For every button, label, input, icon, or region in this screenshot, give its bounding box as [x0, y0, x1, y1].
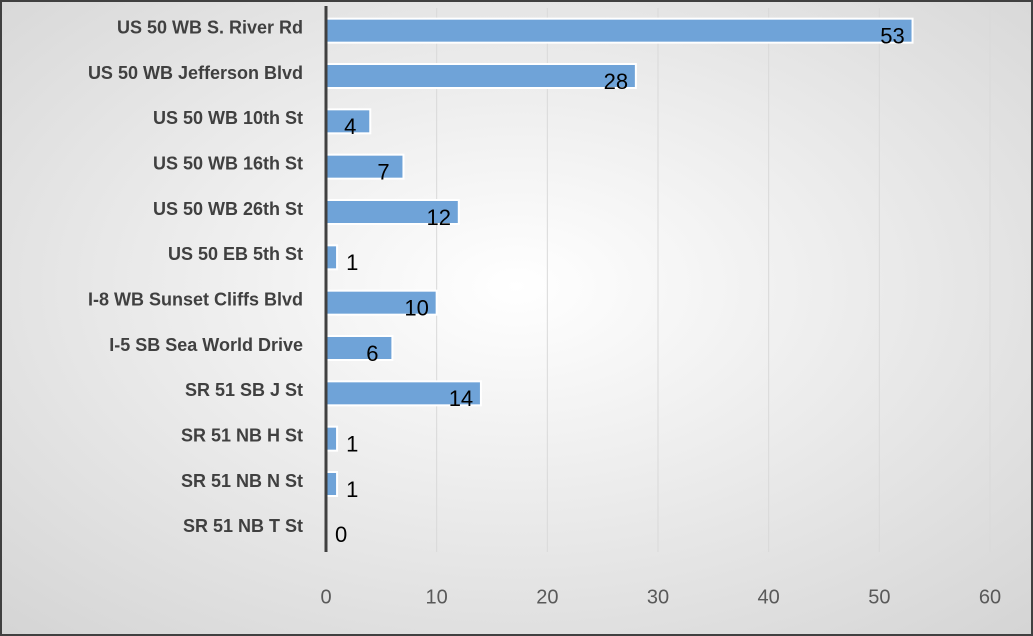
x-tick-label: 10 [426, 586, 448, 608]
data-label: 1 [346, 250, 358, 275]
y-tick-label: I-5 SB Sea World Drive [109, 335, 303, 355]
data-label: 28 [604, 69, 628, 94]
bar [325, 17, 914, 44]
data-label: 7 [377, 159, 389, 184]
y-tick-label: US 50 WB 10th St [153, 108, 303, 128]
data-label: 1 [346, 477, 358, 502]
data-label: 1 [346, 431, 358, 456]
y-tick-label: US 50 WB S. River Rd [117, 17, 303, 37]
grid [325, 8, 991, 552]
y-tick-label: US 50 EB 5th St [168, 244, 303, 264]
bar [325, 63, 637, 89]
y-tick-label: US 50 WB 26th St [153, 199, 303, 219]
x-tick-label: 50 [868, 586, 890, 608]
bar [325, 199, 460, 225]
data-label: 6 [366, 341, 378, 366]
bars [325, 17, 914, 497]
x-tick-label: 0 [320, 586, 331, 608]
bar [325, 153, 405, 180]
x-tick-label: 30 [647, 586, 669, 608]
y-tick-label: US 50 WB 16th St [153, 153, 303, 173]
data-label: 4 [344, 114, 356, 139]
y-tick-label: SR 51 NB T St [183, 516, 303, 536]
data-label: 53 [880, 23, 904, 48]
x-tick-label: 20 [536, 586, 558, 608]
data-label: 12 [427, 205, 451, 230]
data-label: 14 [449, 386, 473, 411]
bar [325, 471, 339, 497]
bar [325, 244, 339, 271]
y-tick-label: I-8 WB Sunset Cliffs Blvd [88, 289, 303, 309]
x-tick-label: 40 [758, 586, 780, 608]
data-label: 10 [404, 295, 428, 320]
data-label: 0 [335, 522, 347, 547]
y-tick-label: SR 51 NB N St [181, 471, 303, 491]
y-tick-label: SR 51 SB J St [185, 380, 303, 400]
bar [325, 425, 339, 452]
y-tick-label: US 50 WB Jefferson Blvd [88, 63, 303, 83]
x-tick-label: 60 [979, 586, 1001, 608]
y-tick-label: SR 51 NB H St [181, 425, 303, 445]
bar [325, 335, 394, 361]
